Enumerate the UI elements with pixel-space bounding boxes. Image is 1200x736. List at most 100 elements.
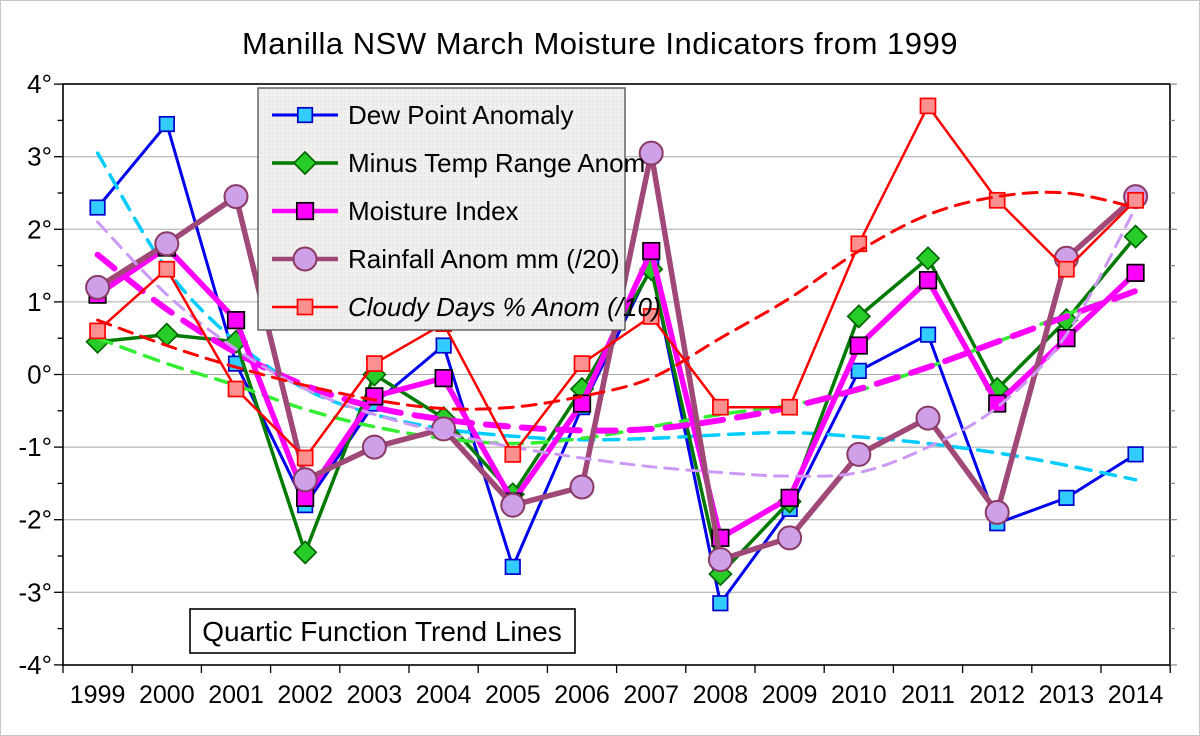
marker-dew-point-anomaly-2004	[435, 337, 452, 354]
x-label-2005: 2005	[485, 681, 541, 709]
y-label-3: 3°	[27, 142, 52, 172]
legend-label-moisture-index: Moisture Index	[348, 196, 519, 226]
marker-rainfall-anom-mm-20-2007	[638, 140, 664, 166]
marker-moisture-index-2009	[780, 488, 799, 507]
axis-labels: 4° 3° 2° 1° 0° -1° -2° -3° -4° 1999 2000 2001 2002 20…	[18, 69, 1163, 709]
marker-rainfall-anom-mm-20-1999	[85, 274, 111, 300]
marker-cloudy-days-anom-10-2007	[642, 308, 660, 325]
legend-entry-rainfall-anom-mm-20: Rainfall Anom mm (/20)	[272, 244, 620, 274]
marker-rainfall-anom-mm-20-2002	[292, 467, 318, 493]
marker-cloudy-days-anom-10-2006	[573, 355, 591, 372]
axes	[54, 83, 1177, 673]
trend-rainfall-anom-mm-20	[96, 206, 1138, 478]
marker-dew-point-anomaly-1999	[89, 199, 106, 216]
marker-cloudy-days-anom-10-2001	[227, 380, 245, 398]
x-label-2011: 2011	[901, 681, 955, 709]
legend-marker-cloudy-days-anom-10	[296, 298, 314, 316]
x-label-2001: 2001	[208, 681, 264, 709]
series-layer	[85, 97, 1149, 612]
legend-marker-dew-point-anomaly	[296, 106, 314, 124]
x-label-2002: 2002	[277, 681, 333, 709]
marker-rainfall-anom-mm-20-2005	[500, 492, 526, 518]
marker-moisture-index-2004	[434, 369, 453, 388]
marker-dew-point-anomaly-2000	[158, 115, 175, 133]
marker-cloudy-days-anom-10-2005	[504, 446, 522, 463]
legend-entry-dew-point-anomaly: Dew Point Anomaly	[272, 100, 573, 130]
marker-dew-point-anomaly-2013	[1058, 489, 1075, 506]
marker-moisture-index-2014	[1126, 263, 1145, 282]
y-label--4: -4°	[18, 650, 52, 680]
legend-marker-moisture-index	[295, 201, 315, 221]
y-label-4: 4°	[27, 69, 52, 99]
marker-cloudy-days-anom-10-2003	[366, 355, 383, 372]
y-label--2: -2°	[18, 505, 52, 535]
legend-marker-rainfall-anom-mm-20	[292, 246, 318, 272]
annotation: Quartic Function Trend Lines	[189, 608, 576, 654]
marker-dew-point-anomaly-2010	[850, 362, 867, 379]
x-label-1999: 1999	[70, 681, 126, 709]
legend-label-minus-temp-range-anom: Minus Temp Range Anom	[348, 148, 645, 178]
legend-entry-moisture-index: Moisture Index	[272, 196, 519, 226]
marker-cloudy-days-anom-10-2008	[712, 398, 729, 416]
series-moisture-index	[88, 238, 1145, 547]
marker-cloudy-days-anom-10-2009	[781, 398, 798, 416]
legend-label-cloudy-days-anom-10: Cloudy Days % Anom (/10)	[348, 292, 661, 322]
marker-cloudy-days-anom-10-1999	[89, 322, 106, 340]
marker-moisture-index-2007	[642, 241, 661, 261]
marker-rainfall-anom-mm-20-2011	[915, 405, 941, 431]
annotation-label: Quartic Function Trend Lines	[202, 616, 562, 647]
x-label-2006: 2006	[554, 681, 610, 709]
x-label-2000: 2000	[139, 681, 195, 709]
marker-moisture-index-2001	[226, 311, 246, 330]
trend-cloudy-days-anom-10	[96, 190, 1138, 411]
legend-marker-minus-temp-range-anom	[292, 150, 318, 176]
marker-rainfall-anom-mm-20-2004	[431, 416, 457, 442]
marker-rainfall-anom-mm-20-2009	[777, 525, 803, 551]
marker-rainfall-anom-mm-20-2003	[361, 434, 387, 460]
x-label-2013: 2013	[1039, 681, 1095, 709]
marker-cloudy-days-anom-10-2000	[158, 260, 176, 278]
chart-title: Manilla NSW March Moisture Indicators fr…	[241, 26, 959, 61]
y-label--1: -1°	[18, 432, 52, 462]
marker-cloudy-days-anom-10-2011	[919, 97, 937, 115]
x-label-2014: 2014	[1108, 681, 1164, 709]
trend-moisture-index	[94, 251, 1139, 434]
y-label-0: 0°	[27, 360, 52, 390]
legend-label-rainfall-anom-mm-20: Rainfall Anom mm (/20)	[348, 244, 620, 274]
marker-dew-point-anomaly-2014	[1127, 446, 1144, 463]
marker-rainfall-anom-mm-20-2010	[846, 441, 872, 467]
marker-cloudy-days-anom-10-2013	[1058, 260, 1075, 278]
marker-cloudy-days-anom-10-2002	[296, 449, 314, 467]
marker-rainfall-anom-mm-20-2001	[223, 184, 249, 210]
legend-label-dew-point-anomaly: Dew Point Anomaly	[348, 100, 573, 130]
marker-minus-temp-range-anom-2010	[846, 304, 872, 329]
x-label-2012: 2012	[969, 681, 1025, 709]
marker-rainfall-anom-mm-20-2008	[707, 547, 733, 573]
legend: Dew Point Anomaly Minus Temp Range Anom Mo…	[257, 87, 661, 331]
marker-cloudy-days-anom-10-2014	[1127, 191, 1144, 209]
marker-minus-temp-range-anom-2000	[154, 322, 180, 347]
y-label-2: 2°	[27, 214, 52, 244]
marker-minus-temp-range-anom-2014	[1123, 224, 1148, 249]
annotation-box	[189, 608, 576, 654]
x-label-2009: 2009	[762, 681, 818, 709]
legend-entry-minus-temp-range-anom: Minus Temp Range Anom	[272, 148, 645, 178]
x-label-2010: 2010	[831, 681, 887, 709]
marker-moisture-index-2011	[918, 271, 938, 290]
marker-moisture-index-2010	[849, 336, 868, 355]
x-label-2004: 2004	[416, 681, 472, 709]
y-label--3: -3°	[18, 577, 52, 607]
marker-rainfall-anom-mm-20-2000	[154, 231, 180, 257]
marker-rainfall-anom-mm-20-2006	[569, 474, 595, 500]
marker-moisture-index-2003	[365, 387, 384, 406]
line-cloudy-days-anom-10	[96, 104, 1137, 460]
marker-dew-point-anomaly-2008	[712, 595, 729, 612]
marker-dew-point-anomaly-2005	[504, 558, 521, 575]
x-label-2008: 2008	[693, 681, 749, 709]
legend-entry-cloudy-days-anom-10: Cloudy Days % Anom (/10)	[272, 292, 661, 322]
marker-dew-point-anomaly-2011	[919, 326, 937, 343]
x-label-2007: 2007	[623, 681, 679, 709]
marker-minus-temp-range-anom-2011	[915, 246, 941, 271]
